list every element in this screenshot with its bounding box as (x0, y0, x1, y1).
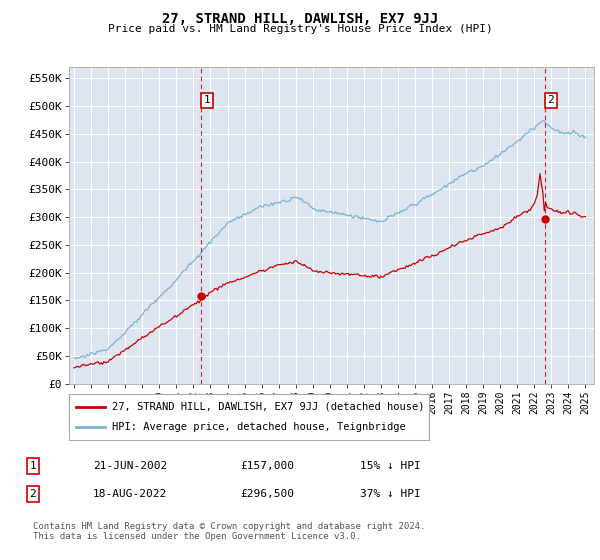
Text: 37% ↓ HPI: 37% ↓ HPI (360, 489, 421, 499)
Text: 15% ↓ HPI: 15% ↓ HPI (360, 461, 421, 471)
Text: 27, STRAND HILL, DAWLISH, EX7 9JJ: 27, STRAND HILL, DAWLISH, EX7 9JJ (162, 12, 438, 26)
Text: 1: 1 (29, 461, 37, 471)
Text: 1: 1 (204, 95, 211, 105)
Text: 18-AUG-2022: 18-AUG-2022 (93, 489, 167, 499)
Text: £157,000: £157,000 (240, 461, 294, 471)
Text: £296,500: £296,500 (240, 489, 294, 499)
Text: 27, STRAND HILL, DAWLISH, EX7 9JJ (detached house): 27, STRAND HILL, DAWLISH, EX7 9JJ (detac… (112, 402, 425, 412)
Text: 2: 2 (547, 95, 554, 105)
Text: 21-JUN-2002: 21-JUN-2002 (93, 461, 167, 471)
Text: Price paid vs. HM Land Registry's House Price Index (HPI): Price paid vs. HM Land Registry's House … (107, 24, 493, 34)
Text: Contains HM Land Registry data © Crown copyright and database right 2024.
This d: Contains HM Land Registry data © Crown c… (33, 522, 425, 542)
Text: 2: 2 (29, 489, 37, 499)
Text: HPI: Average price, detached house, Teignbridge: HPI: Average price, detached house, Teig… (112, 422, 406, 432)
